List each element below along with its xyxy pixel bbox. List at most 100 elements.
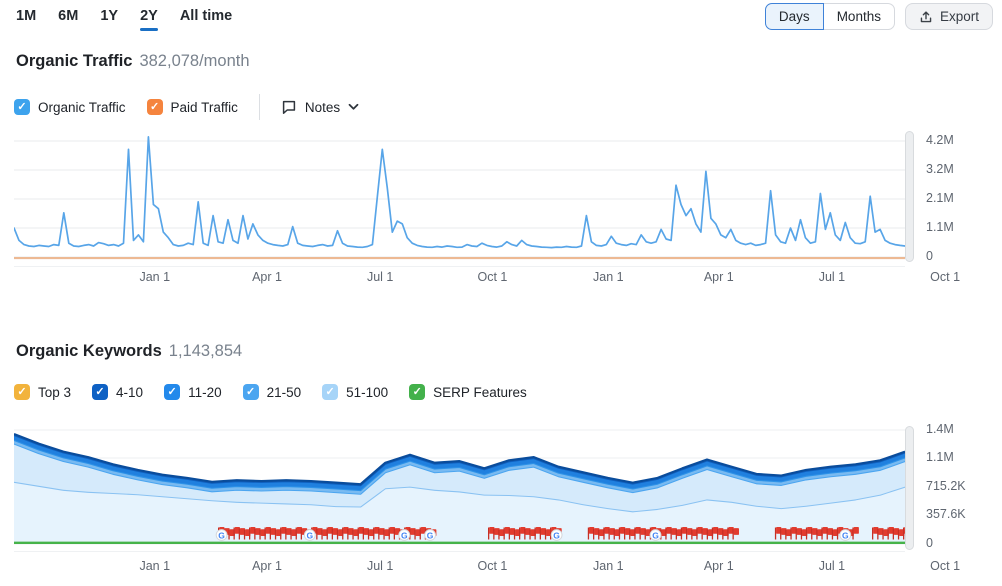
- legend-4-10[interactable]: ✓ 4-10: [92, 384, 143, 400]
- tab-all-time[interactable]: All time: [180, 8, 232, 31]
- x-axis-tick-label: Oct 1: [930, 270, 961, 284]
- tab-1m-label: 1M: [16, 8, 37, 24]
- legend-top-3[interactable]: ✓ Top 3: [14, 384, 71, 400]
- export-icon: [919, 10, 933, 24]
- tab-all-time-label: All time: [179, 8, 233, 24]
- y-axis-tick-label: 1.1M: [926, 450, 954, 464]
- export-label: Export: [939, 9, 979, 24]
- organic-keywords-value: 1,143,854: [168, 342, 243, 360]
- y-axis-tick-label: 357.6K: [926, 507, 966, 521]
- notes-icon: [281, 99, 297, 115]
- x-axis-tick-label: Apr 1: [252, 270, 282, 284]
- legend-label: SERP Features: [433, 384, 527, 400]
- google-update-icon[interactable]: [550, 529, 563, 541]
- days-toggle-button[interactable]: Days: [764, 3, 824, 30]
- google-update-icon[interactable]: [649, 529, 662, 541]
- months-toggle-button[interactable]: Months: [822, 3, 895, 30]
- organic-traffic-value: 382,078/month: [139, 52, 250, 70]
- google-update-icon[interactable]: G: [218, 531, 225, 541]
- pos-21-50-checkbox[interactable]: ✓: [242, 384, 259, 400]
- legend-label: 4-10: [116, 384, 144, 400]
- serp-features-checkbox[interactable]: ✓: [409, 384, 426, 400]
- x-axis-tick-label: Jan 1: [139, 270, 171, 284]
- pos-51-100-checkbox[interactable]: ✓: [322, 384, 339, 400]
- x-axis-tick-label: Jul 1: [366, 270, 394, 284]
- x-axis-tick-label: Jul 1: [818, 270, 846, 284]
- chevron-down-icon: [348, 103, 359, 111]
- tab-1m[interactable]: 1M: [16, 8, 36, 31]
- pos-11-20-checkbox[interactable]: ✓: [164, 384, 181, 400]
- organic-traffic-chart[interactable]: [14, 130, 905, 267]
- google-update-icon[interactable]: G: [652, 531, 659, 541]
- chart-controls: Days Months Export: [764, 3, 993, 30]
- keywords-chart-resize-handle[interactable]: [905, 426, 914, 550]
- paid-traffic-checkbox[interactable]: ✓: [146, 99, 163, 115]
- google-update-icon[interactable]: G: [553, 531, 560, 541]
- export-button[interactable]: Export: [904, 3, 993, 30]
- x-axis-tick-label: Jul 1: [818, 559, 846, 573]
- google-update-icon[interactable]: [424, 529, 436, 541]
- google-update-icon[interactable]: G: [401, 531, 408, 541]
- legend-serp-features[interactable]: ✓ SERP Features: [409, 384, 527, 400]
- y-axis-tick-label: 4.2M: [926, 133, 954, 147]
- granularity-toggle: Days Months: [764, 3, 895, 30]
- x-axis-tick-label: Jul 1: [366, 559, 394, 573]
- legend-paid-traffic[interactable]: ✓ Paid Traffic: [146, 99, 238, 115]
- organic-traffic-heading: Organic Traffic: [16, 52, 133, 70]
- chart-bottom-border: [14, 551, 905, 552]
- tab-6m[interactable]: 6M: [58, 8, 78, 31]
- legend-11-20[interactable]: ✓ 11-20: [164, 384, 222, 400]
- tab-6m-label: 6M: [58, 8, 79, 24]
- google-update-icon[interactable]: [303, 529, 316, 541]
- y-axis-tick-label: 1.4M: [926, 422, 954, 436]
- google-update-icon[interactable]: [839, 529, 852, 541]
- x-axis-tick-label: Oct 1: [930, 559, 961, 573]
- organic-keywords-heading: Organic Keywords: [16, 342, 162, 360]
- x-axis-tick-label: Jan 1: [139, 559, 171, 573]
- x-axis-tick-label: Jan 1: [593, 559, 624, 573]
- y-axis-tick-label: 715.2K: [926, 479, 966, 493]
- y-axis-tick-label: 0: [926, 249, 933, 263]
- chart-bottom-border: [14, 266, 905, 267]
- organic-traffic-checkbox[interactable]: ✓: [14, 99, 30, 115]
- y-axis-tick-label: 2.1M: [926, 191, 954, 205]
- organic-traffic-title: Organic Traffic 382,078/month: [16, 52, 250, 71]
- x-axis-tick-label: Apr 1: [703, 559, 734, 573]
- active-tab-underline: [140, 28, 158, 31]
- legend-label: Top 3: [38, 384, 72, 400]
- top-3-checkbox[interactable]: ✓: [14, 384, 30, 400]
- legend-label: Paid Traffic: [170, 99, 238, 115]
- x-axis-tick-label: Apr 1: [703, 270, 734, 284]
- legend-21-50[interactable]: ✓ 21-50: [242, 384, 302, 400]
- google-update-icon[interactable]: G: [427, 531, 434, 541]
- y-axis-tick-label: 3.2M: [926, 162, 954, 176]
- legend-divider: [258, 94, 260, 120]
- organic-keywords-title: Organic Keywords 1,143,854: [16, 342, 242, 361]
- tab-1y-label: 1Y: [100, 8, 119, 24]
- y-axis-tick-label: 1.1M: [926, 220, 954, 234]
- legend-label: Organic Traffic: [38, 99, 126, 115]
- legend-label: 11-20: [188, 384, 222, 400]
- tab-2y-label: 2Y: [140, 8, 158, 24]
- traffic-legend: ✓ Organic Traffic ✓ Paid Traffic Notes: [14, 94, 359, 120]
- legend-label: 21-50: [266, 384, 302, 400]
- notes-label: Notes: [304, 99, 341, 115]
- traffic-chart-resize-handle[interactable]: [905, 131, 914, 262]
- legend-organic-traffic[interactable]: ✓ Organic Traffic: [14, 99, 126, 115]
- tab-2y[interactable]: 2Y: [140, 8, 158, 31]
- google-update-icon[interactable]: [215, 529, 228, 541]
- x-axis-tick-label: Oct 1: [477, 559, 508, 573]
- google-update-icon[interactable]: G: [842, 531, 849, 541]
- tab-1y[interactable]: 1Y: [100, 8, 118, 31]
- pos-4-10-checkbox[interactable]: ✓: [92, 384, 109, 400]
- x-axis-tick-label: Oct 1: [477, 270, 508, 284]
- notes-dropdown[interactable]: Notes: [281, 99, 359, 115]
- legend-51-100[interactable]: ✓ 51-100: [322, 384, 388, 400]
- google-update-icon[interactable]: [398, 529, 411, 541]
- google-update-icon[interactable]: G: [306, 531, 313, 541]
- x-axis-tick-label: Jan 1: [593, 270, 624, 284]
- legend-label: 51-100: [346, 384, 389, 400]
- x-axis-tick-label: Apr 1: [252, 559, 282, 573]
